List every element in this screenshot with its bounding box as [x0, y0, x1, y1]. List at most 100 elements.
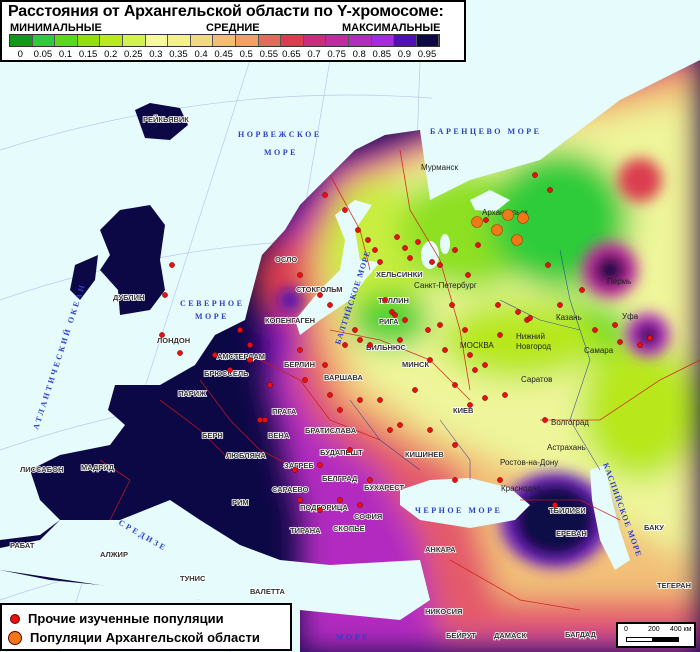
population-marker [257, 417, 263, 423]
population-marker [227, 367, 233, 373]
legend-tick: 0.9 [397, 49, 411, 60]
white-sea [470, 190, 510, 212]
population-marker [427, 357, 433, 363]
barents-sea [420, 0, 700, 200]
population-marker [545, 262, 551, 268]
legend-ticks: 0 0.05 0.1 0.15 0.2 0.25 0.3 0.35 0.4 0.45 0.5 0.55… [9, 49, 438, 60]
population-marker [177, 350, 183, 356]
arkhangelsk-population-marker [471, 216, 483, 228]
population-marker [392, 312, 398, 318]
population-marker [357, 397, 363, 403]
city-bratislava: БРАТИСЛАВА [305, 426, 357, 435]
population-marker [497, 332, 503, 338]
label-norwegian-sea-1: НОРВЕЖСКОЕ [238, 130, 322, 139]
legend-tick: 0.5 [239, 49, 253, 60]
city-tehran: ТЕГЕРАН [657, 581, 691, 590]
city-labels: РЕЙКЬЯВИК ОСЛО СТОКГОЛЬМ КОПЕНГАГЕН ХЕЛЬ… [9, 114, 692, 641]
city-london: ЛОНДОН [157, 336, 190, 345]
population-marker [407, 255, 413, 261]
city-algiers: АЛЖИР [100, 550, 128, 559]
label-north-sea-2: МОРЕ [195, 312, 229, 321]
city-saratov: Саратов [521, 375, 552, 384]
city-astrakhan: Астрахань [547, 443, 586, 452]
population-marker [382, 297, 388, 303]
city-moscow: МОСКВА [460, 341, 494, 350]
legend-swatch [100, 35, 123, 46]
population-marker [467, 352, 473, 358]
legend-swatch [348, 35, 372, 46]
city-beirut: БЕЙРУТ [446, 631, 476, 640]
scale-bar: 0 200 400 км [616, 622, 696, 648]
legend-tick: 0.25 [124, 49, 143, 60]
population-marker [337, 407, 343, 413]
population-marker [542, 417, 548, 423]
points-legend-other-label: Прочие изученные популяции [28, 611, 224, 626]
population-marker [317, 462, 323, 468]
population-markers [159, 172, 653, 513]
population-marker [429, 259, 435, 265]
population-marker [495, 302, 501, 308]
scale-tick-0: 0 [624, 626, 628, 633]
orange-dot-icon [8, 630, 22, 645]
population-marker [322, 362, 328, 368]
city-warsaw: ВАРШАВА [324, 373, 363, 382]
population-marker [415, 239, 421, 245]
red-dot-icon [10, 613, 20, 624]
population-marker [617, 339, 623, 345]
legend-swatch [326, 35, 349, 46]
population-marker [412, 387, 418, 393]
population-marker [515, 309, 521, 315]
legend-swatch [394, 35, 417, 46]
city-bucharest: БУХАРЕСТ [364, 483, 405, 492]
lake-ladoga [421, 241, 439, 269]
caspian-sea [590, 465, 630, 570]
population-marker [437, 322, 443, 328]
legend-swatch [235, 35, 259, 46]
water-bodies [0, 0, 700, 620]
population-marker [355, 227, 361, 233]
color-legend: Расстояния от Архангельской области по Y… [0, 0, 466, 62]
label-north-sea-1: СЕВЕРНОЕ [180, 299, 244, 308]
legend-tick: 0.2 [104, 49, 118, 60]
population-marker [467, 402, 473, 408]
population-marker [327, 302, 333, 308]
city-lisbon: ЛИССАБОН [20, 465, 63, 474]
population-marker [397, 422, 403, 428]
city-valletta: ВАЛЕТТА [250, 587, 286, 596]
city-perm: Пермь [607, 277, 631, 286]
city-krasnodar: Краснодар [501, 484, 541, 493]
label-norwegian-sea-2: МОРЕ [264, 148, 298, 157]
legend-tick: 0.85 [372, 49, 392, 60]
population-marker [372, 247, 378, 253]
population-marker [342, 342, 348, 348]
city-berlin: БЕРЛИН [284, 360, 315, 369]
population-marker [365, 237, 371, 243]
legend-swatches [9, 34, 441, 47]
population-marker [452, 382, 458, 388]
city-skopje: СКОПЬЕ [333, 524, 365, 533]
legend-swatch [190, 35, 214, 46]
city-chisinau: КИШИНЕВ [405, 450, 444, 459]
population-marker [357, 337, 363, 343]
population-marker [402, 317, 408, 323]
legend-tick: 0.4 [194, 49, 208, 60]
city-copenhagen: КОПЕНГАГЕН [265, 316, 315, 325]
arkhangelsk-population-marker [511, 234, 523, 246]
population-marker [397, 337, 403, 343]
city-dublin: ДУБЛИН [113, 293, 144, 302]
legend-level-mid: СРЕДНИЕ [206, 22, 260, 34]
legend-swatch [258, 35, 282, 46]
population-marker [297, 347, 303, 353]
population-marker [502, 392, 508, 398]
points-legend: Прочие изученные популяции Популяции Арх… [0, 603, 292, 651]
points-legend-other: Прочие изученные популяции [10, 611, 224, 626]
population-marker [592, 327, 598, 333]
city-paris: ПАРИЖ [178, 389, 206, 398]
population-marker [483, 217, 489, 223]
city-vilnius: ВИЛЬНЮС [366, 343, 407, 352]
city-nnovgorod-1: Нижний [516, 332, 545, 341]
legend-swatch [213, 35, 236, 46]
city-madrid: МАДРИД [81, 463, 115, 472]
arkhangelsk-population-marker [517, 212, 529, 224]
